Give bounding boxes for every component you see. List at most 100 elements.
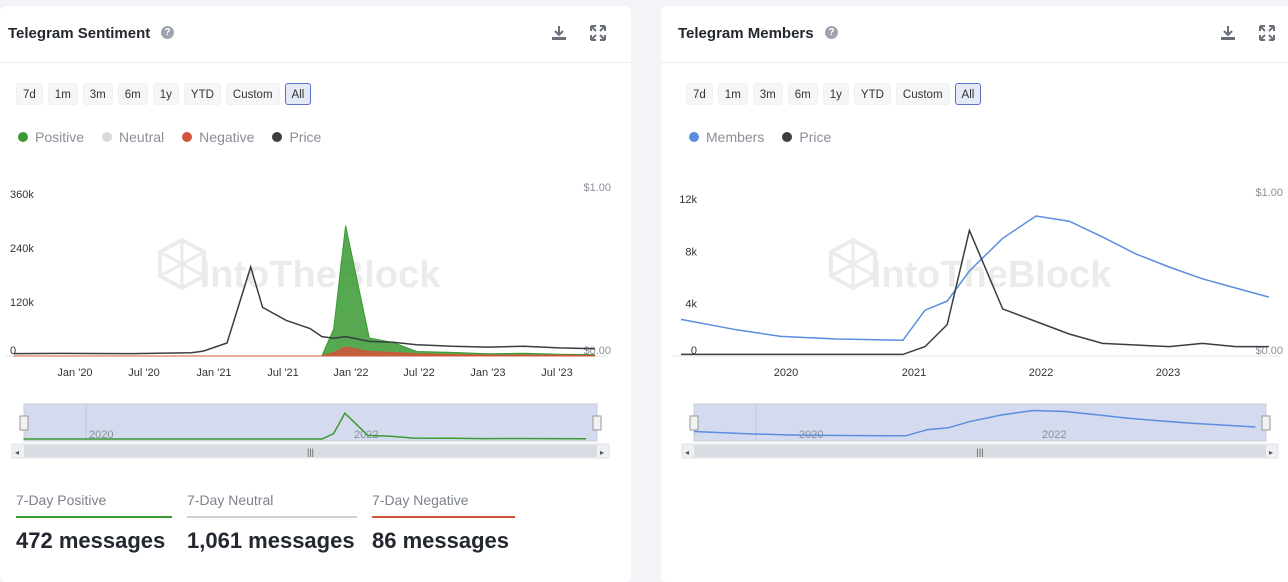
download-icon[interactable]	[1219, 24, 1237, 42]
range-btn-custom[interactable]: Custom	[895, 83, 950, 105]
scrollbar-grip-icon: |||	[976, 447, 983, 457]
navigator-series	[693, 409, 1256, 437]
stat-underline	[187, 516, 357, 518]
y2-tick-label: $1.00	[583, 182, 611, 194]
scroll-right-arrow-icon[interactable]: ▸	[600, 448, 604, 457]
x-tick-label: Jul '21	[267, 367, 298, 379]
range-btn-6m[interactable]: 6m	[117, 83, 148, 105]
card-title: Telegram Members	[678, 25, 814, 42]
range-btn-3m[interactable]: 3m	[82, 83, 113, 105]
download-icon[interactable]	[550, 24, 568, 42]
range-navigator[interactable]: 2020 2022|||◂ ▸	[11, 403, 610, 459]
legend-item-price[interactable]: Price	[782, 129, 831, 145]
navigator-window[interactable]	[23, 403, 598, 442]
help-icon[interactable]: ?	[825, 26, 838, 39]
x-tick-label: Jul '20	[128, 367, 159, 379]
stat-0: 7-Day Positive 472 messages	[16, 492, 172, 554]
scrollbar-thumb[interactable]	[24, 445, 597, 457]
navigator-label: 2022	[354, 429, 378, 441]
x-tick-label: Jul '23	[541, 367, 572, 379]
navigator-handle[interactable]	[1261, 415, 1271, 431]
range-navigator[interactable]: 2020 2022|||◂ ▸	[681, 403, 1279, 459]
x-tick-label: Jan '21	[196, 367, 231, 379]
scrollbar-thumb[interactable]	[694, 445, 1266, 457]
stat-underline	[16, 516, 172, 518]
x-tick-label: 2023	[1156, 367, 1180, 379]
legend-label: Price	[289, 129, 322, 145]
scroll-left-arrow-icon[interactable]: ◂	[15, 448, 19, 457]
expand-icon[interactable]	[589, 24, 607, 42]
range-btn-6m[interactable]: 6m	[787, 83, 818, 105]
legend-label: Neutral	[119, 129, 165, 145]
navigator-handle[interactable]	[689, 415, 699, 431]
scroll-left-arrow-icon[interactable]: ◂	[685, 448, 689, 457]
stat-value: 86 messages	[372, 528, 509, 553]
y-tick-label: 12k	[679, 194, 697, 206]
members-chart: IntoTheBlock 0 4k 8k 12k $1.00 $0.00 2020 2021 20…	[673, 187, 1283, 459]
range-btn-1y[interactable]: 1y	[822, 83, 849, 105]
x-tick-label: Jan '22	[333, 367, 368, 379]
legend-item-members[interactable]: Members	[689, 129, 764, 145]
stat-2: 7-Day Negative 86 messages	[372, 492, 515, 554]
legend-dot	[102, 132, 113, 142]
stat-value: 1,061 messages	[187, 528, 355, 553]
legend-label: Price	[799, 129, 832, 145]
stat-underline	[372, 516, 515, 518]
y-tick-label: 120k	[10, 297, 34, 309]
range-btn-3m[interactable]: 3m	[752, 83, 783, 105]
telegram-members-card: Telegram Members ? 7d 1m 3m 6m 1y YTD Custom Al…	[661, 6, 1288, 582]
card-title: Telegram Sentiment	[8, 25, 151, 42]
navigator-handle[interactable]	[592, 415, 602, 431]
legend-label: Positive	[35, 129, 85, 145]
range-btn-7d[interactable]: 7d	[686, 83, 713, 105]
scroll-right-arrow-icon[interactable]: ▸	[1269, 448, 1273, 457]
stat-label: 7-Day Positive	[16, 492, 107, 508]
help-icon[interactable]: ?	[161, 26, 174, 39]
navigator-handle[interactable]	[19, 415, 29, 431]
range-selector: 7d 1m 3m 6m 1y YTD Custom All	[686, 83, 982, 105]
range-btn-ytd[interactable]: YTD	[183, 83, 221, 105]
range-btn-all[interactable]: All	[954, 83, 982, 105]
y-tick-label: 0	[691, 345, 697, 357]
legend-item-negative[interactable]: Negative	[182, 129, 254, 145]
range-btn-ytd[interactable]: YTD	[853, 83, 891, 105]
range-btn-1m[interactable]: 1m	[47, 83, 78, 105]
watermark-text: IntoTheBlock	[871, 254, 1113, 296]
x-tick-label: Jan '20	[57, 367, 92, 379]
legend-label: Negative	[199, 129, 255, 145]
y2-tick-label: $0.00	[1255, 345, 1283, 357]
range-btn-custom[interactable]: Custom	[225, 83, 280, 105]
x-tick-label: Jan '23	[470, 367, 505, 379]
series-price-line	[681, 227, 1269, 356]
range-btn-1y[interactable]: 1y	[152, 83, 179, 105]
legend-item-positive[interactable]: Positive	[18, 129, 84, 145]
watermark-text: IntoTheBlock	[200, 254, 442, 296]
legend-dot	[782, 132, 793, 142]
range-btn-1m[interactable]: 1m	[717, 83, 748, 105]
range-btn-all[interactable]: All	[284, 83, 312, 105]
y-tick-label: 360k	[10, 189, 34, 201]
card-header: Telegram Sentiment ?	[0, 6, 631, 63]
legend-item-price[interactable]: Price	[272, 129, 321, 145]
navigator-label: 2022	[1042, 429, 1066, 441]
y-tick-label: 4k	[685, 299, 697, 311]
stat-value: 472 messages	[16, 528, 166, 553]
y-tick-label: 240k	[10, 243, 34, 255]
legend-dot	[689, 132, 699, 142]
legend-item-neutral[interactable]: Neutral	[102, 129, 164, 145]
y2-tick-label: $1.00	[1255, 187, 1283, 199]
navigator-label: 2020	[89, 429, 113, 441]
chart-legend: Members Price	[689, 129, 831, 145]
telegram-sentiment-card: Telegram Sentiment ? 7d 1m 3m 6m 1y YTD Custom…	[0, 6, 631, 582]
card-header: Telegram Members ?	[661, 6, 1288, 63]
stat-label: 7-Day Negative	[372, 492, 469, 508]
legend-dot	[272, 132, 283, 142]
expand-icon[interactable]	[1258, 24, 1276, 42]
stat-1: 7-Day Neutral 1,061 messages	[187, 492, 357, 554]
series-negative-area	[13, 346, 596, 357]
series-members-line	[680, 215, 1270, 342]
x-tick-label: 2020	[774, 367, 798, 379]
range-btn-7d[interactable]: 7d	[16, 83, 43, 105]
range-selector: 7d 1m 3m 6m 1y YTD Custom All	[16, 83, 312, 105]
